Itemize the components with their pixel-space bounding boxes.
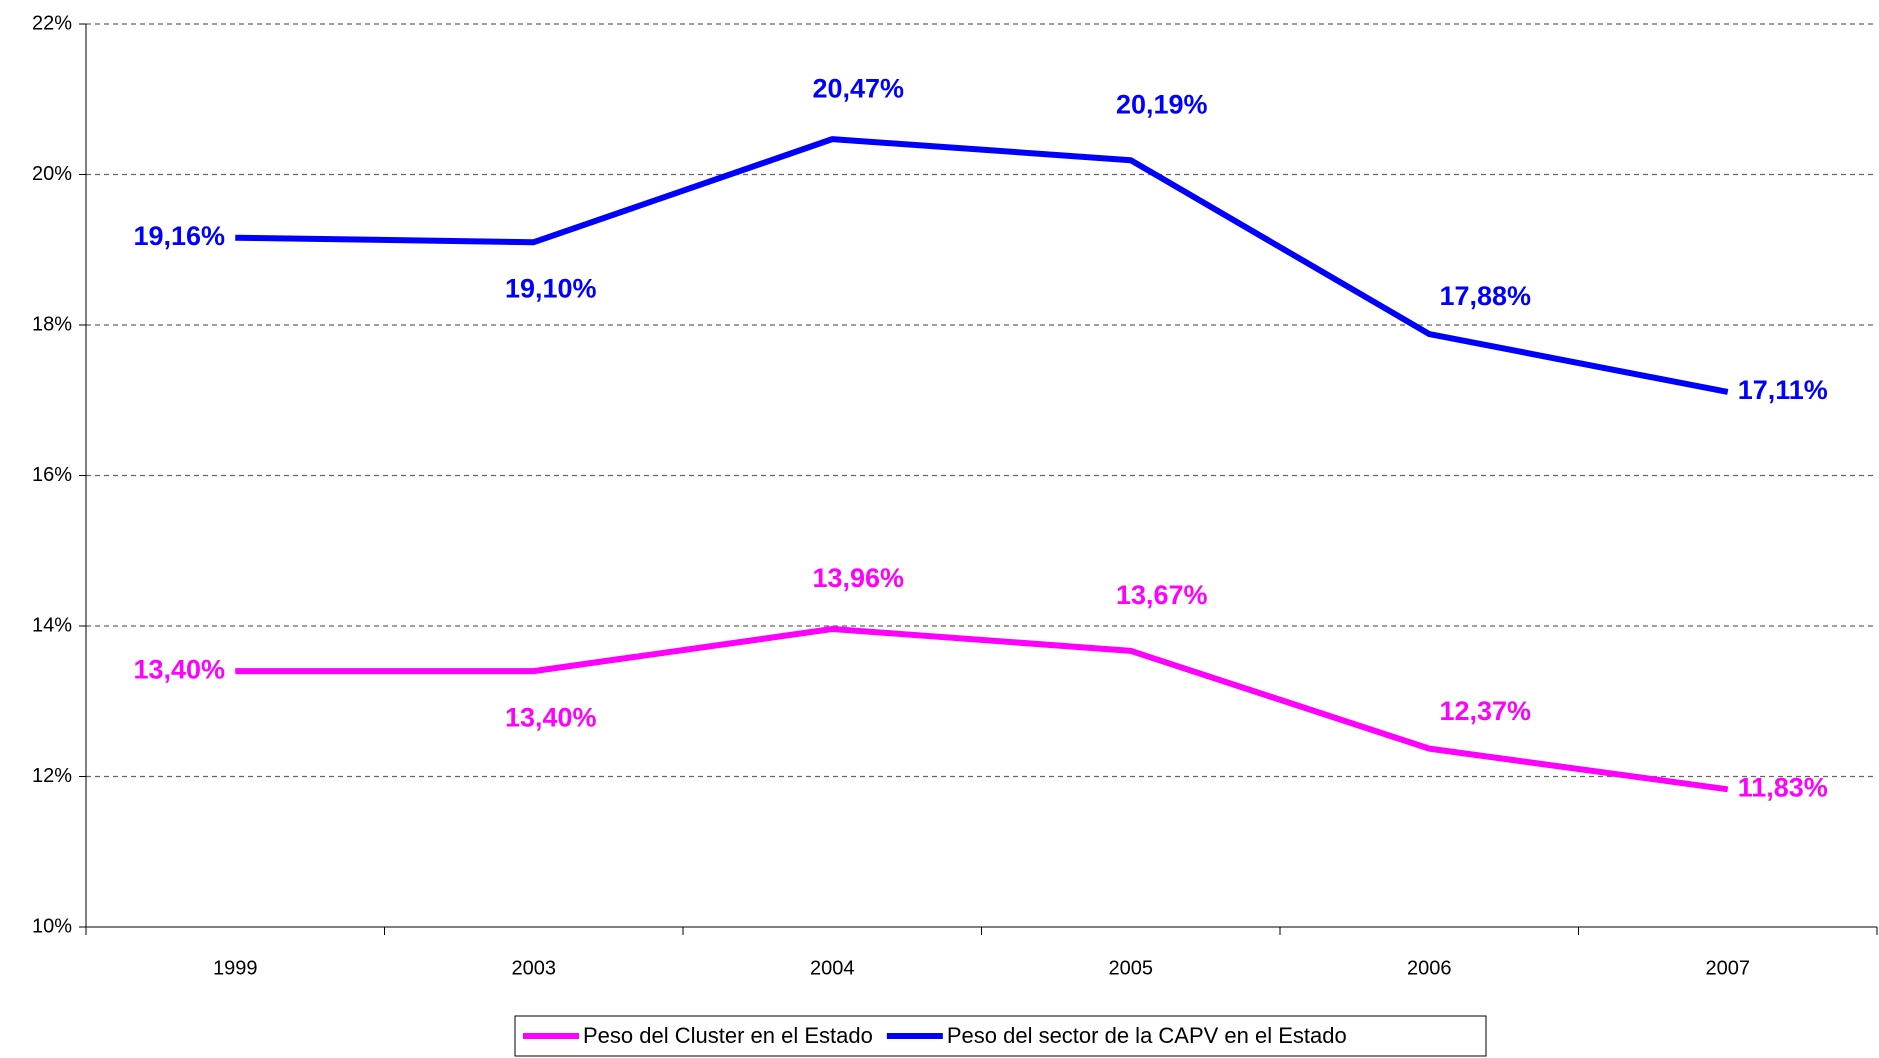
y-tick-label: 10%: [32, 915, 72, 937]
y-tick-label: 20%: [32, 163, 72, 185]
x-tick-label: 2004: [810, 957, 855, 979]
legend-label: Peso del Cluster en el Estado: [583, 1023, 873, 1048]
data-label: 11,83%: [1738, 772, 1828, 802]
x-tick-label: 2005: [1109, 957, 1154, 979]
data-label: 20,19%: [1116, 89, 1208, 119]
data-label: 17,11%: [1738, 375, 1828, 405]
legend-box: [514, 1015, 1487, 1057]
y-tick-label: 14%: [32, 614, 72, 636]
data-label: 12,37%: [1439, 696, 1531, 726]
data-label: 13,40%: [505, 702, 597, 732]
y-tick-label: 18%: [32, 313, 72, 335]
y-tick-label: 12%: [32, 765, 72, 787]
data-label: 19,16%: [133, 221, 225, 251]
x-tick-label: 2003: [512, 957, 557, 979]
x-tick-label: 1999: [213, 957, 258, 979]
data-label: 13,67%: [1116, 580, 1208, 610]
x-tick-label: 2006: [1407, 957, 1452, 979]
data-label: 20,47%: [812, 73, 904, 103]
data-label: 17,88%: [1439, 281, 1531, 311]
x-tick-label: 2007: [1706, 957, 1751, 979]
y-tick-label: 22%: [32, 12, 72, 34]
legend: Peso del Cluster en el Estado Peso del se…: [514, 1015, 1487, 1057]
data-label: 19,10%: [505, 273, 597, 303]
y-tick-label: 16%: [32, 464, 72, 486]
data-label: 13,96%: [812, 563, 904, 593]
series-line: [235, 136, 1729, 395]
legend-label: Peso del sector de la CAPV en el Estado: [947, 1023, 1347, 1048]
series-line: [235, 626, 1729, 793]
data-label: 13,40%: [133, 654, 225, 684]
